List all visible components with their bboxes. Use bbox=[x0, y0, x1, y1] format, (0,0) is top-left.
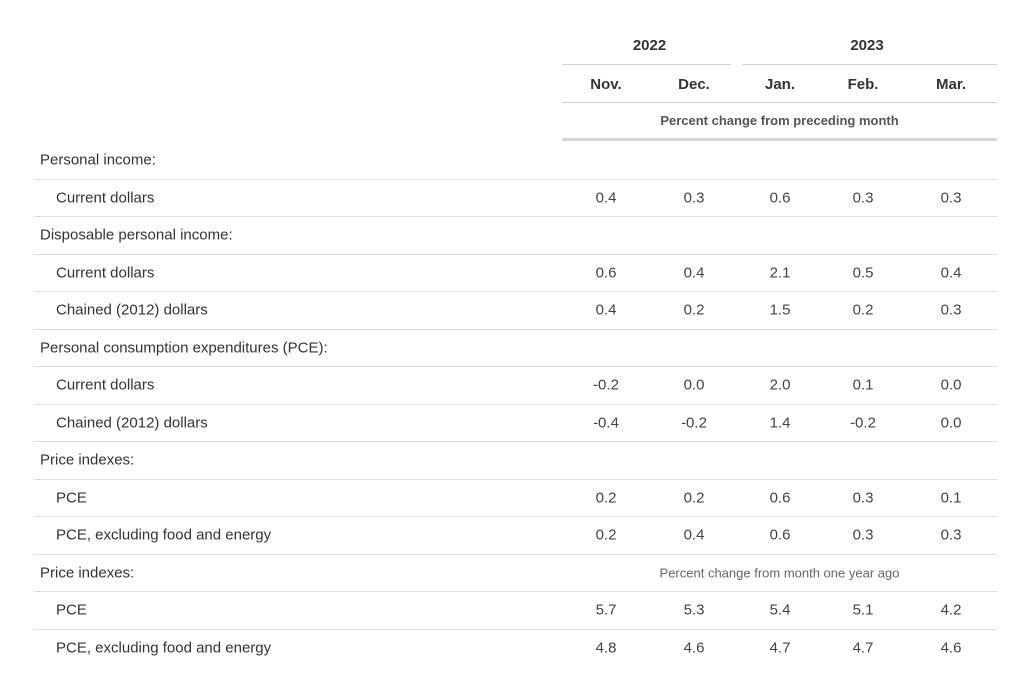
month-header-mar: Mar. bbox=[935, 76, 966, 93]
table-body: Personal income: Current dollars 0.4 0.3 0.6… bbox=[34, 141, 997, 666]
row-label: PCE bbox=[56, 489, 87, 507]
month-header-dec: Dec. bbox=[678, 76, 710, 93]
value-cell: 0.4 bbox=[595, 189, 617, 207]
value-cell: 5.1 bbox=[852, 601, 874, 619]
unit-note: Percent change from month one year ago bbox=[659, 565, 900, 581]
value-cell: 0.5 bbox=[852, 264, 874, 282]
value-cell: 0.1 bbox=[852, 376, 874, 394]
row-label: Current dollars bbox=[56, 376, 155, 394]
value-cell: 0.3 bbox=[940, 301, 962, 319]
row-label: Current dollars bbox=[56, 264, 155, 282]
year-header-2022: 2022 bbox=[632, 37, 667, 54]
month-header-feb: Feb. bbox=[847, 76, 879, 93]
value-cell: 0.6 bbox=[769, 189, 791, 207]
value-cell: 0.4 bbox=[595, 301, 617, 319]
value-cell: 0.4 bbox=[940, 264, 962, 282]
table-row: PCE 0.2 0.2 0.6 0.3 0.1 bbox=[34, 478, 997, 517]
table-row: PCE, excluding food and energy 0.2 0.4 0.6 0… bbox=[34, 516, 997, 554]
section-label: Personal income: bbox=[40, 151, 156, 169]
value-cell: -0.2 bbox=[593, 376, 619, 394]
value-cell: -0.2 bbox=[850, 414, 876, 432]
value-cell: 0.2 bbox=[683, 301, 705, 319]
value-cell: 4.6 bbox=[940, 639, 962, 657]
value-cell: 0.6 bbox=[595, 264, 617, 282]
table-row: Current dollars 0.4 0.3 0.6 0.3 0.3 bbox=[34, 178, 997, 217]
value-cell: 5.4 bbox=[769, 601, 791, 619]
month-header-nov: Nov. bbox=[590, 76, 622, 93]
value-cell: 4.8 bbox=[595, 639, 617, 657]
value-cell: 4.7 bbox=[769, 639, 791, 657]
section-label: Disposable personal income: bbox=[40, 226, 233, 244]
year-header-2023: 2023 bbox=[850, 37, 884, 54]
table-header-unit: Percent change from preceding month bbox=[34, 103, 997, 141]
row-label: PCE bbox=[56, 601, 87, 619]
value-cell: 0.6 bbox=[769, 489, 791, 507]
value-cell: 0.2 bbox=[595, 489, 617, 507]
value-cell: 5.7 bbox=[595, 601, 617, 619]
section-label: Price indexes: bbox=[40, 451, 135, 469]
value-cell: 0.3 bbox=[852, 189, 874, 207]
section-row: Disposable personal income: bbox=[34, 216, 997, 254]
value-cell: 0.3 bbox=[852, 526, 874, 544]
value-cell: 0.0 bbox=[683, 376, 705, 394]
years-divider-gap bbox=[731, 64, 743, 65]
value-cell: 2.0 bbox=[769, 376, 791, 394]
row-label: Current dollars bbox=[56, 189, 155, 207]
value-cell: 1.5 bbox=[769, 301, 791, 319]
row-label: PCE, excluding food and energy bbox=[56, 639, 272, 657]
row-label: PCE, excluding food and energy bbox=[56, 526, 272, 544]
value-cell: 0.1 bbox=[940, 489, 962, 507]
value-cell: 0.6 bbox=[769, 526, 791, 544]
value-cell: 0.3 bbox=[852, 489, 874, 507]
section-label: Price indexes: bbox=[40, 564, 135, 582]
row-label: Chained (2012) dollars bbox=[56, 301, 208, 319]
value-cell: 2.1 bbox=[769, 264, 791, 282]
section-row: Personal consumption expenditures (PCE): bbox=[34, 328, 997, 367]
table-header-years: 2022 2023 bbox=[34, 28, 997, 65]
value-cell: 0.4 bbox=[683, 264, 705, 282]
months-divider bbox=[562, 102, 997, 103]
table-row: PCE, excluding food and energy 4.8 4.6 4.7 4… bbox=[34, 628, 997, 667]
month-header-jan: Jan. bbox=[764, 76, 795, 93]
table-row: Current dollars 0.6 0.4 2.1 0.5 0.4 bbox=[34, 253, 997, 292]
section-row: Price indexes: bbox=[34, 441, 997, 479]
value-cell: 0.3 bbox=[940, 526, 962, 544]
section-row: Price indexes: Percent change from month … bbox=[34, 553, 997, 592]
value-cell: 0.3 bbox=[683, 189, 705, 207]
years-divider bbox=[562, 64, 997, 65]
value-cell: 4.2 bbox=[940, 601, 962, 619]
table-row: Chained (2012) dollars -0.4 -0.2 1.4 -0.2 0.0 bbox=[34, 403, 997, 442]
section-row: Personal income: bbox=[34, 141, 997, 179]
unit-label: Percent change from preceding month bbox=[660, 113, 899, 128]
table-header-months: Nov. Dec. Jan. Feb. Mar. bbox=[34, 65, 997, 103]
value-cell: 0.3 bbox=[940, 189, 962, 207]
income-outlays-table: 2022 2023 Nov. Dec. Jan. Feb. Mar. Perce… bbox=[34, 28, 997, 666]
section-label: Personal consumption expenditures (PCE): bbox=[40, 339, 328, 357]
row-label: Chained (2012) dollars bbox=[56, 414, 208, 432]
value-cell: 0.4 bbox=[683, 526, 705, 544]
value-cell: 0.0 bbox=[940, 414, 962, 432]
value-cell: -0.4 bbox=[593, 414, 619, 432]
header-bottom-rule bbox=[562, 138, 997, 141]
value-cell: 0.2 bbox=[595, 526, 617, 544]
value-cell: 4.6 bbox=[683, 639, 705, 657]
value-cell: 1.4 bbox=[769, 414, 791, 432]
value-cell: 5.3 bbox=[683, 601, 705, 619]
table-row: PCE 5.7 5.3 5.4 5.1 4.2 bbox=[34, 591, 997, 629]
value-cell: -0.2 bbox=[681, 414, 707, 432]
value-cell: 0.2 bbox=[683, 489, 705, 507]
value-cell: 4.7 bbox=[852, 639, 874, 657]
value-cell: 0.0 bbox=[940, 376, 962, 394]
table-row: Current dollars -0.2 0.0 2.0 0.1 0.0 bbox=[34, 366, 997, 404]
table-row: Chained (2012) dollars 0.4 0.2 1.5 0.2 0.3 bbox=[34, 291, 997, 329]
value-cell: 0.2 bbox=[852, 301, 874, 319]
